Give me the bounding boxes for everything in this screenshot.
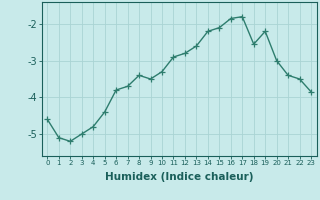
X-axis label: Humidex (Indice chaleur): Humidex (Indice chaleur) [105,172,253,182]
